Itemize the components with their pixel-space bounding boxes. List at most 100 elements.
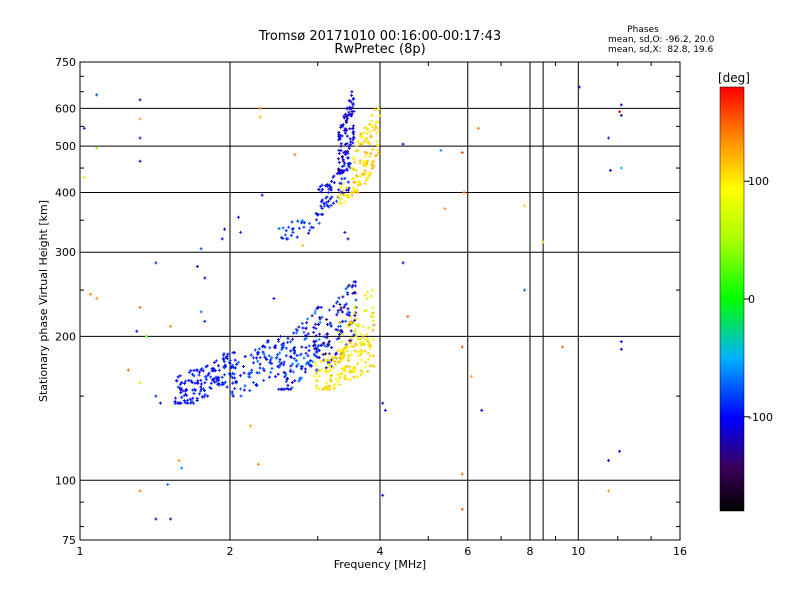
data-point (401, 261, 405, 265)
data-point (178, 401, 182, 405)
data-point (349, 100, 353, 104)
y-tick-label: 300 (55, 246, 76, 259)
data-point (345, 344, 349, 348)
data-point (263, 345, 267, 349)
data-point (337, 382, 341, 386)
data-point (374, 139, 378, 143)
data-point (349, 336, 353, 340)
data-point (213, 380, 217, 384)
y-tick-label: 600 (55, 102, 76, 115)
data-point (344, 115, 348, 119)
data-point (312, 340, 316, 344)
data-point (341, 319, 345, 323)
data-point (273, 375, 277, 379)
data-point (325, 184, 329, 188)
data-point (311, 344, 315, 348)
data-point (366, 351, 370, 355)
data-point (350, 322, 354, 326)
data-point (372, 365, 376, 369)
data-point (348, 137, 352, 141)
data-point (261, 344, 265, 348)
data-point (262, 369, 266, 373)
data-point (284, 354, 288, 358)
data-point (300, 321, 304, 325)
data-point (327, 187, 331, 191)
data-point (366, 176, 370, 180)
data-point (340, 182, 344, 186)
data-point (348, 99, 352, 103)
data-point (351, 96, 355, 100)
data-point (330, 195, 334, 199)
data-point (366, 339, 370, 343)
data-point (278, 358, 282, 362)
data-point (323, 344, 327, 348)
data-point (223, 373, 227, 377)
data-point (282, 360, 286, 364)
data-point (82, 126, 86, 130)
data-point (370, 166, 374, 170)
data-point (355, 323, 359, 327)
data-point (318, 332, 322, 336)
data-point (331, 357, 335, 361)
data-point (346, 156, 350, 160)
data-point (370, 119, 374, 123)
data-point (338, 320, 342, 324)
data-point (216, 382, 220, 386)
data-point (239, 230, 243, 234)
colorbar-label: [deg] (718, 71, 750, 85)
colorbar-tick-label: 100 (748, 175, 769, 188)
data-point (362, 164, 366, 168)
data-point (325, 200, 329, 204)
data-point (374, 124, 378, 128)
data-point (239, 374, 243, 378)
data-point (342, 193, 346, 197)
data-point (233, 358, 237, 362)
data-point (291, 230, 295, 234)
data-point (350, 370, 354, 374)
data-point (299, 367, 303, 371)
data-point (212, 360, 216, 364)
data-point (211, 379, 215, 383)
data-point (342, 305, 346, 309)
data-point (354, 342, 358, 346)
data-point (323, 358, 327, 362)
data-point (258, 356, 262, 360)
data-point (619, 347, 623, 351)
data-point (206, 373, 210, 377)
data-point (354, 327, 358, 331)
data-point (222, 382, 226, 386)
data-point (338, 302, 342, 306)
data-point (138, 489, 142, 493)
data-point (203, 375, 207, 379)
data-point (181, 389, 185, 393)
data-point (369, 134, 373, 138)
data-point (253, 348, 257, 352)
data-point (363, 137, 367, 141)
data-point (324, 196, 328, 200)
data-point (366, 336, 370, 340)
data-point (339, 190, 343, 194)
data-point (364, 178, 368, 182)
data-point (193, 381, 197, 385)
data-point (275, 356, 279, 360)
data-point (292, 345, 296, 349)
data-point (462, 190, 466, 194)
data-point (345, 107, 349, 111)
data-point (196, 381, 200, 385)
data-point (323, 368, 327, 372)
data-point (280, 387, 284, 391)
data-point (185, 398, 189, 402)
data-point (343, 200, 347, 204)
data-point (321, 342, 325, 346)
data-point (329, 188, 333, 192)
data-point (261, 367, 265, 371)
data-point (360, 340, 364, 344)
data-point (195, 368, 199, 372)
data-point (374, 153, 378, 157)
data-point (270, 356, 274, 360)
data-point (252, 361, 256, 365)
data-point (321, 187, 325, 191)
data-point (319, 200, 323, 204)
data-point (287, 225, 291, 229)
data-point (619, 166, 623, 170)
